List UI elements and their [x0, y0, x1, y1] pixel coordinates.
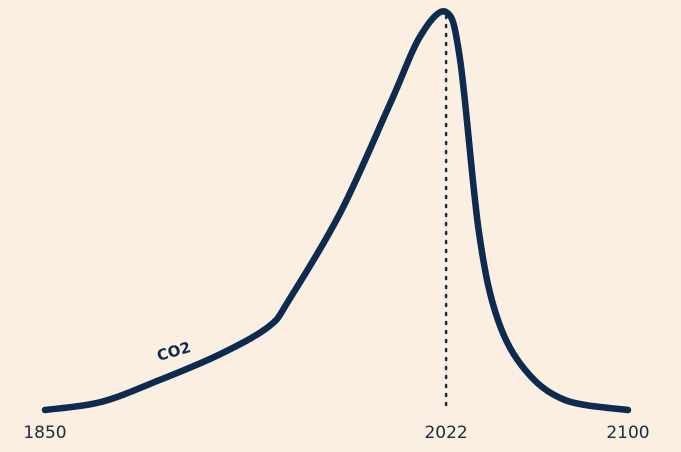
x-tick-label: 2022	[424, 423, 467, 443]
x-tick-label: 2100	[606, 423, 649, 443]
line	[41, 8, 632, 414]
x-tick-label: 1850	[23, 423, 66, 443]
